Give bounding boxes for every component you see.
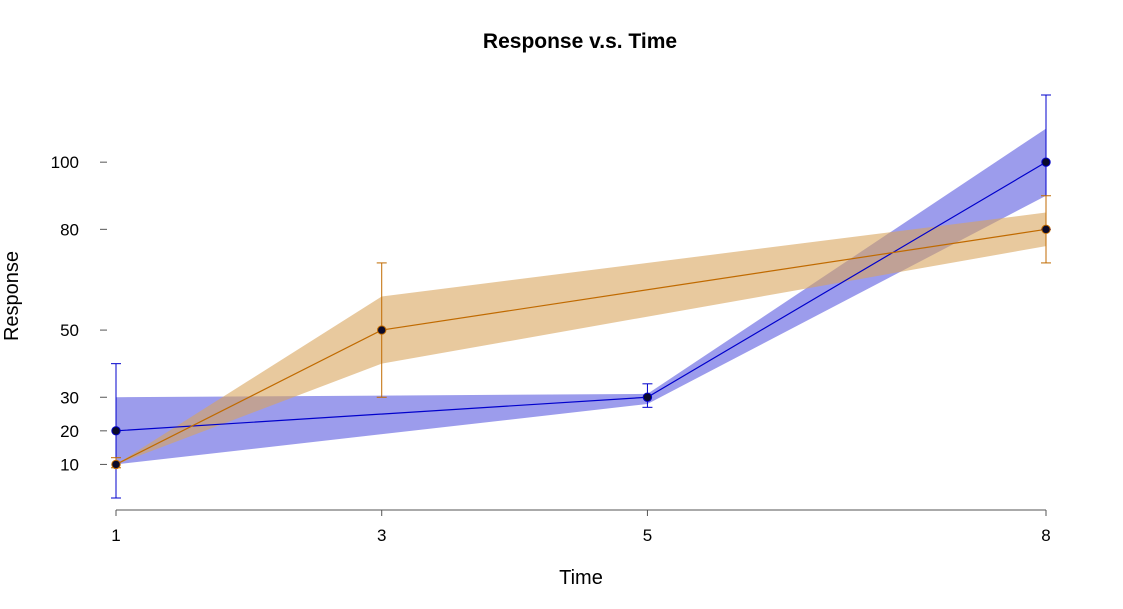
chart-title: Response v.s. Time	[483, 30, 677, 53]
y-axis-label: Response	[1, 251, 23, 341]
series-2-point	[1041, 224, 1051, 235]
series-2-point	[377, 325, 387, 335]
series-1-point	[1041, 157, 1051, 167]
x-tick-label: 8	[1041, 526, 1050, 545]
series-1-point	[111, 426, 121, 436]
series-1-band	[116, 128, 1046, 465]
y-tick-label: 50	[60, 321, 79, 340]
y-tick-label: 80	[60, 220, 79, 239]
y-tick-label: 10	[60, 455, 79, 474]
series-2-band	[116, 212, 1046, 465]
x-axis-label: Time	[559, 567, 603, 589]
y-tick-label: 100	[51, 153, 79, 172]
y-tick-label: 30	[60, 388, 79, 407]
x-ticks: 1 3 5 8	[111, 510, 1051, 545]
series-1-point	[642, 392, 653, 402]
x-tick-label: 3	[377, 526, 386, 545]
y-ticks: 10 20 30 50 80 100	[51, 153, 107, 474]
data-points	[111, 157, 1051, 470]
y-tick-label: 20	[60, 422, 79, 441]
x-tick-label: 5	[643, 526, 652, 545]
series-2-point	[111, 459, 121, 470]
x-tick-label: 1	[111, 526, 120, 545]
confidence-bands	[116, 128, 1046, 465]
